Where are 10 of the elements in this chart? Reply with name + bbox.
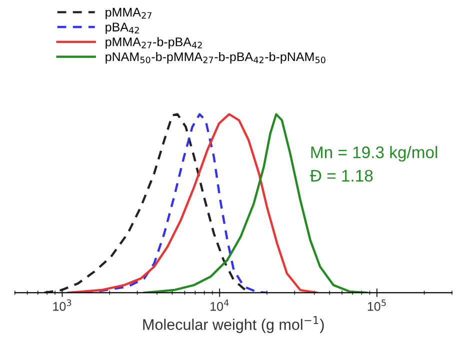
x-axis-title: Molecular weight (g mol$^{−1}$) [143, 316, 324, 333]
legend-label: pMMA$_{27}$-b-pBA$_{42}$ [106, 37, 202, 49]
x-tick-label: 10$^{5}$ [368, 300, 386, 311]
annotation: Mn = 19.3 kg/mol [311, 146, 438, 162]
x-tick-label: 10$^{4}$ [210, 300, 229, 311]
annotation: Đ = 1.18 [310, 170, 373, 182]
legend-label: pMMA$_{27}$ [106, 8, 152, 20]
x-tick-label: 10$^{3}$ [53, 299, 72, 311]
legend-label: pNAM$_{50}$-b-pMMA$_{27}$-b-pBA$_{42}$-b-pNAM$_{50}$ [106, 52, 326, 64]
legend-label: pBA$_{42}$ [106, 22, 139, 34]
